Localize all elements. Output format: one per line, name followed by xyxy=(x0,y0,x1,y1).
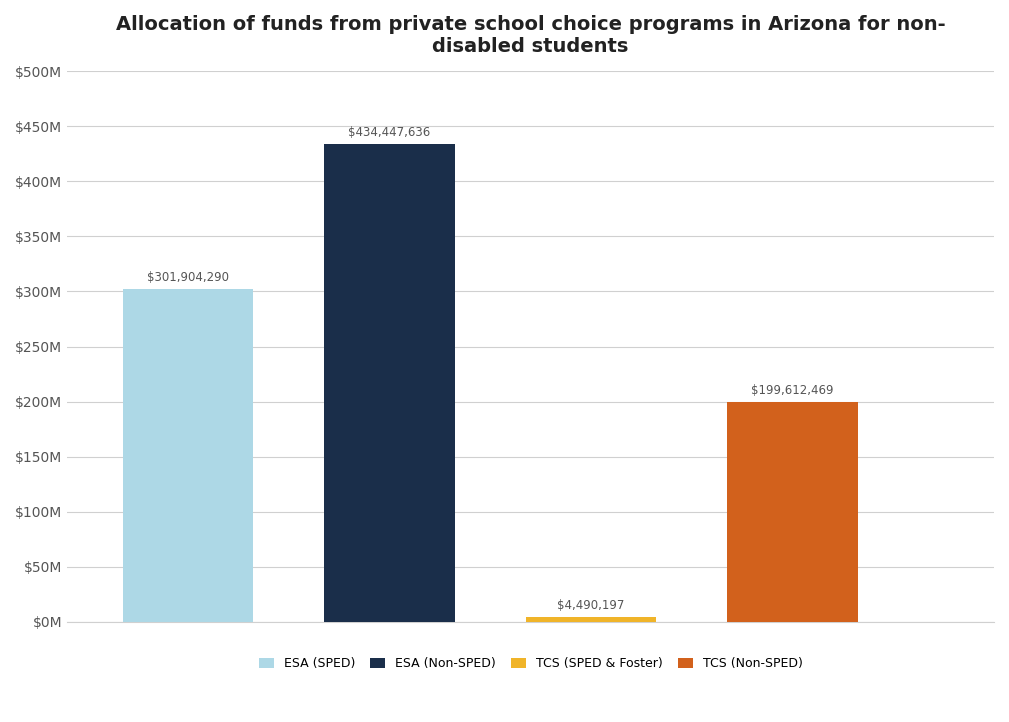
Bar xyxy=(324,144,455,622)
Text: $4,490,197: $4,490,197 xyxy=(557,599,625,612)
Text: $301,904,290: $301,904,290 xyxy=(147,271,229,284)
Bar xyxy=(122,290,253,622)
Bar xyxy=(727,402,858,622)
Text: $199,612,469: $199,612,469 xyxy=(752,384,833,397)
Title: Allocation of funds from private school choice programs in Arizona for non-
disa: Allocation of funds from private school … xyxy=(116,15,945,56)
Bar xyxy=(526,617,657,622)
Legend: ESA (SPED), ESA (Non-SPED), TCS (SPED & Foster), TCS (Non-SPED): ESA (SPED), ESA (Non-SPED), TCS (SPED & … xyxy=(258,657,802,670)
Text: $434,447,636: $434,447,636 xyxy=(348,126,431,139)
